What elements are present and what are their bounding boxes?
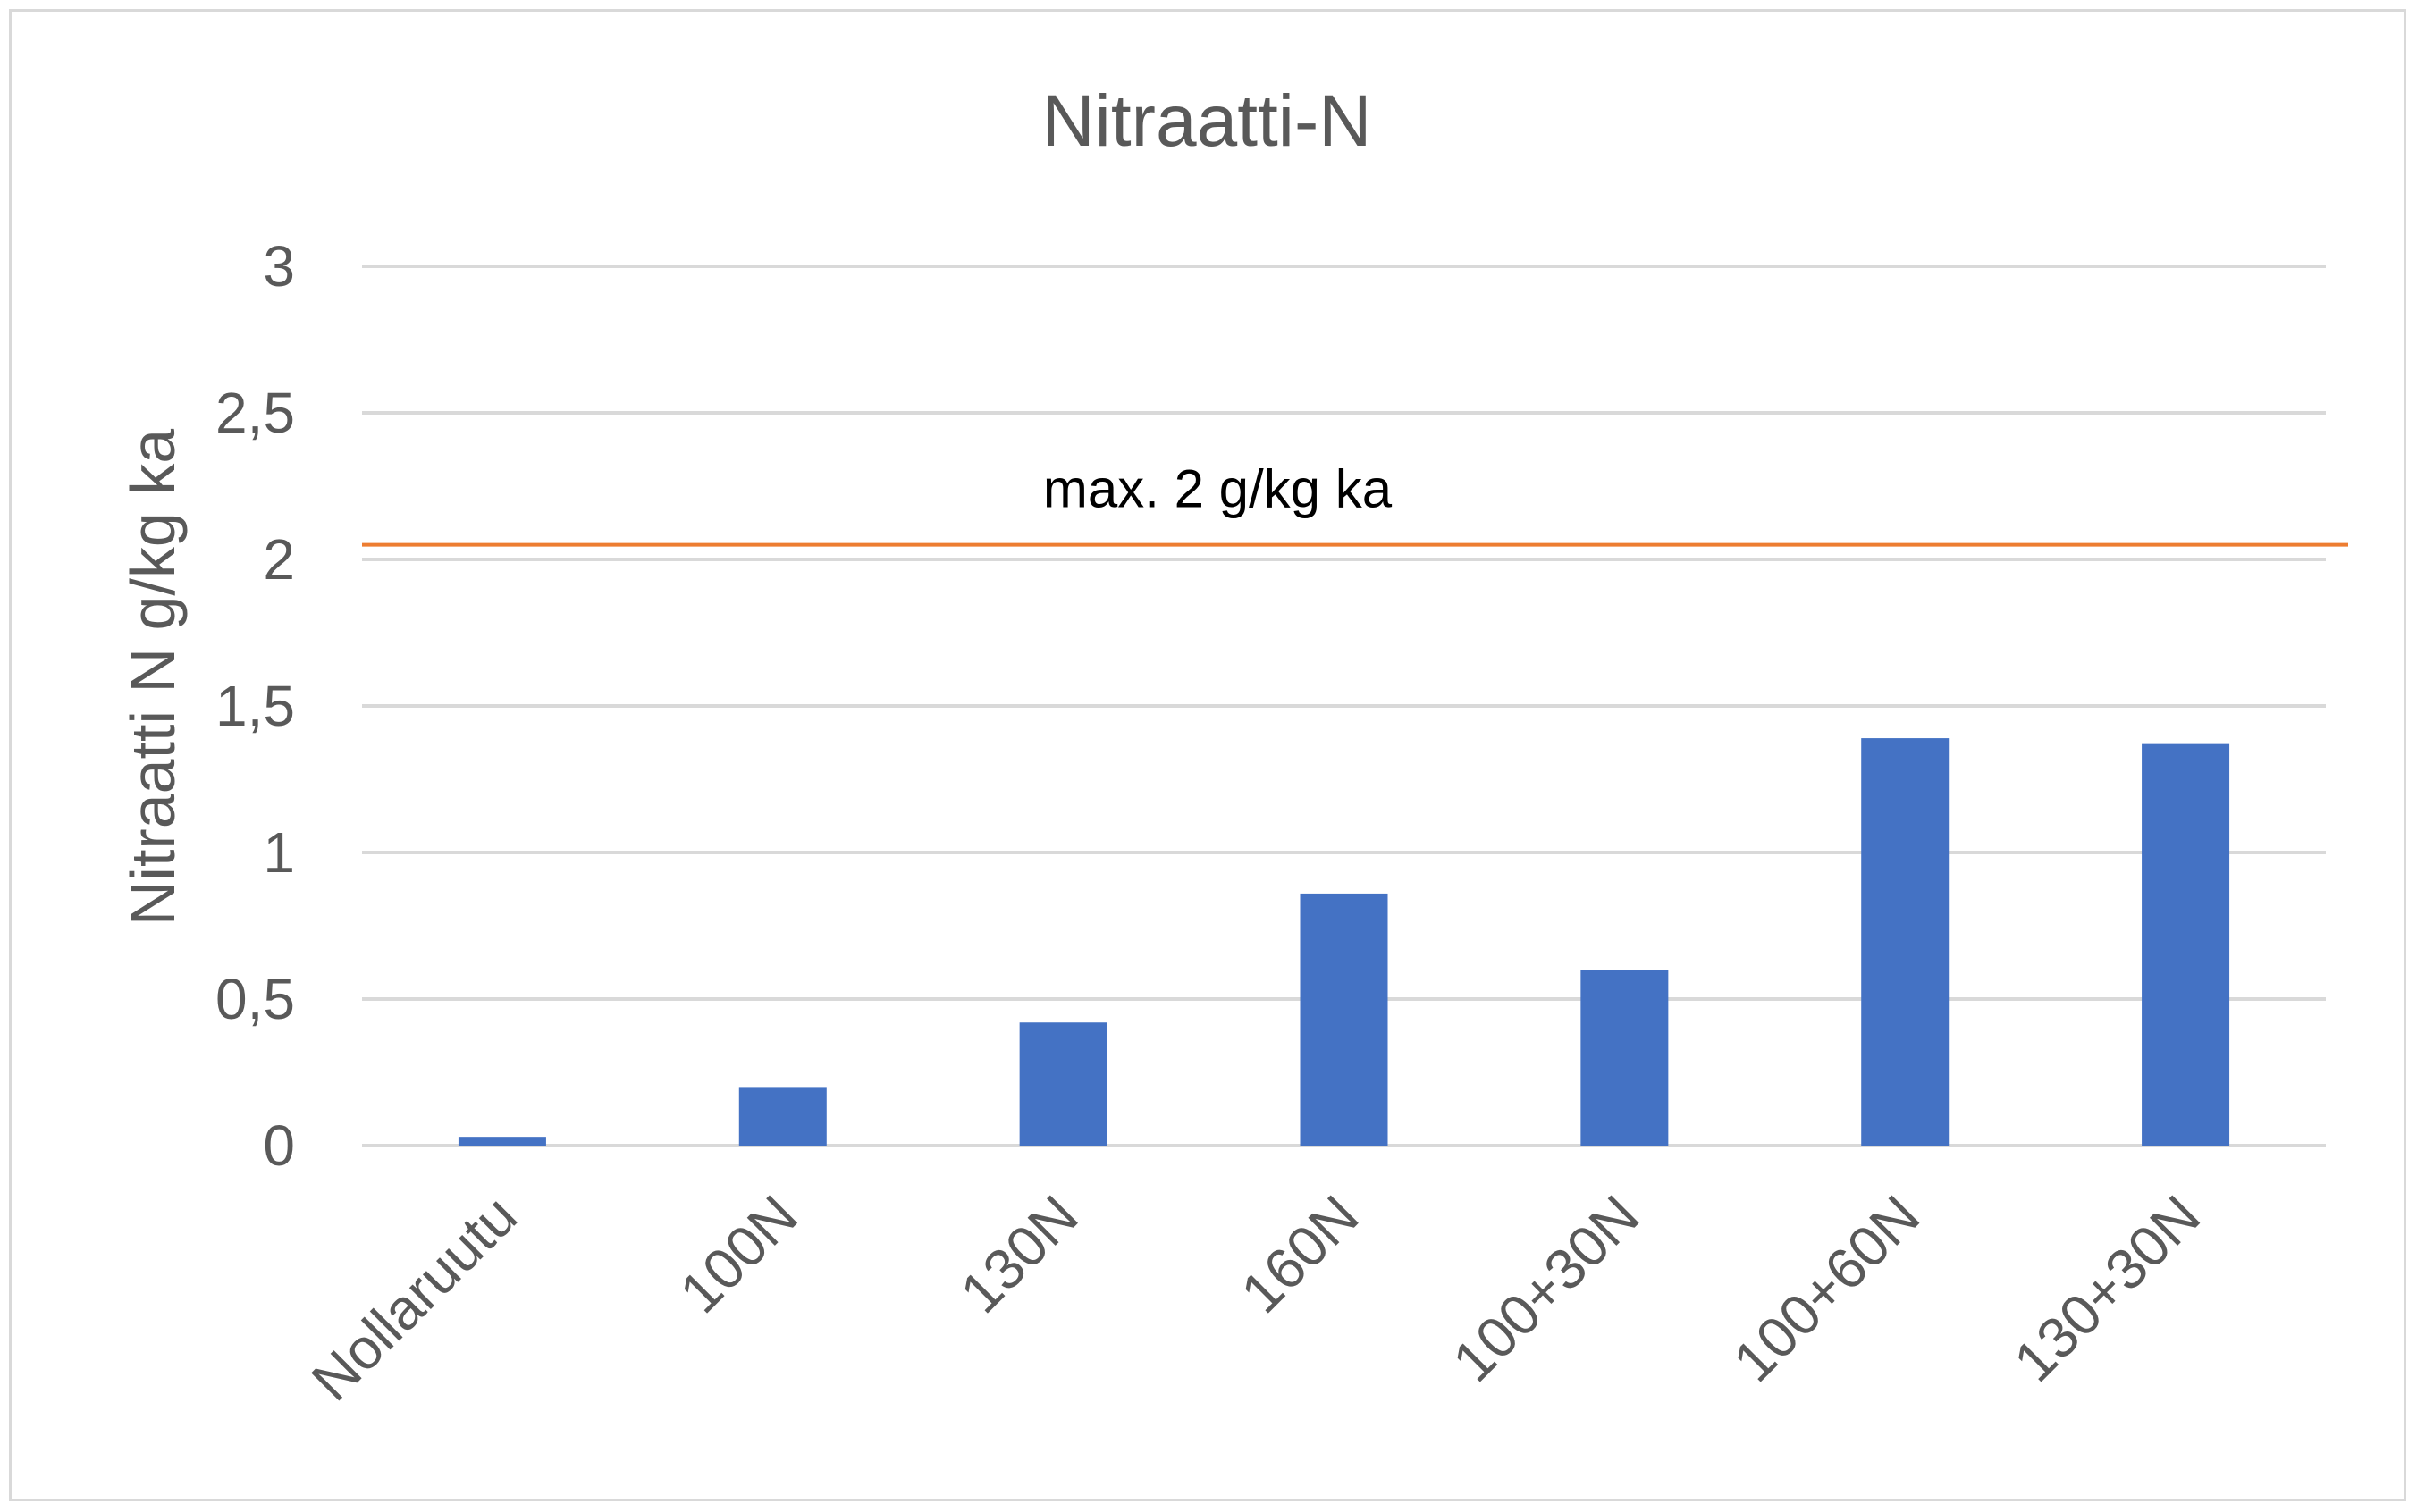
bar (738, 1087, 827, 1146)
x-tick-label: 100N (668, 1183, 810, 1325)
y-tick-label: 1,5 (215, 674, 295, 738)
x-tick-label: 100+30N (1440, 1183, 1651, 1394)
y-tick-labels: 0 0,5 1 1,5 2 2,5 3 (215, 234, 295, 1178)
chart-frame (9, 9, 2406, 1501)
bar (458, 1137, 546, 1146)
x-tick-label: 130+30N (2001, 1183, 2212, 1394)
bar (2142, 743, 2230, 1146)
bar (1580, 970, 1669, 1146)
bars (458, 738, 2230, 1146)
y-tick-label: 2 (263, 527, 295, 592)
y-tick-label: 3 (263, 234, 295, 298)
gridlines (362, 265, 2326, 1147)
x-tick-label: Nollaruutu (299, 1183, 529, 1413)
x-tick-label: 160N (1228, 1183, 1370, 1325)
reference-line-group: max. 2 g/kg ka (362, 459, 2348, 547)
bar (1861, 738, 1950, 1146)
y-tick-label: 0 (263, 1113, 295, 1178)
x-tick-labels: Nollaruutu 100N 130N 160N 100+30N 100+60N 130+… (299, 1183, 2212, 1413)
reference-line-label: max. 2 g/kg ka (1043, 459, 1393, 519)
y-tick-label: 1 (263, 820, 295, 885)
bar (1300, 893, 1388, 1146)
chart-title: Nitraatti-N (1041, 80, 1371, 162)
y-tick-label: 0,5 (215, 967, 295, 1031)
x-tick-label: 100+60N (1721, 1183, 1932, 1394)
y-tick-label: 2,5 (215, 381, 295, 445)
y-axis-label: Nitraatti N g/kg ka (118, 429, 188, 926)
x-tick-label: 130N (947, 1183, 1090, 1325)
bar (1019, 1022, 1107, 1146)
